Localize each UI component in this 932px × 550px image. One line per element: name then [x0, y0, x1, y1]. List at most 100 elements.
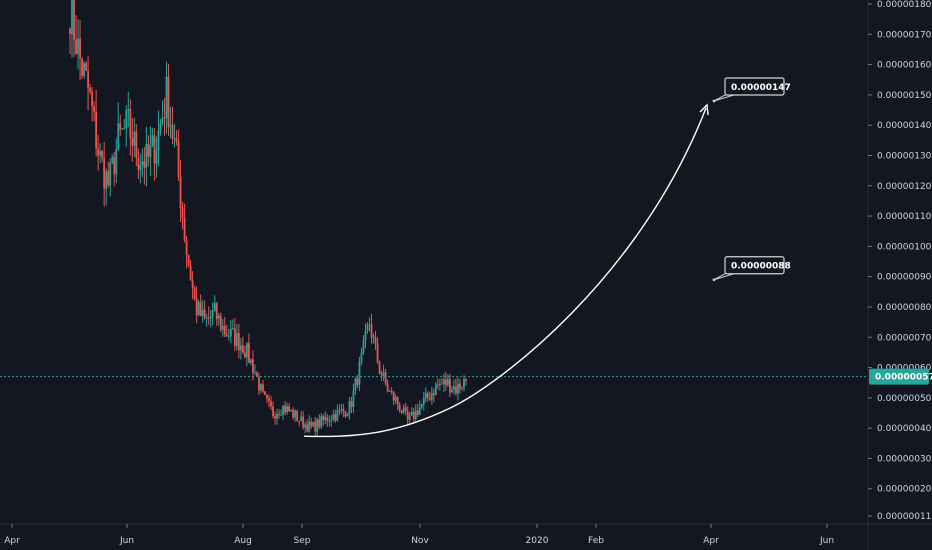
candle-body — [286, 406, 288, 413]
candle-body — [294, 410, 297, 418]
candle-body — [139, 165, 142, 170]
candle-body — [340, 409, 343, 411]
candle-body — [278, 413, 280, 416]
candle-body — [298, 421, 301, 422]
candle-body — [233, 328, 236, 347]
candle-body — [181, 207, 184, 219]
callout-label: 0.00000088 — [731, 262, 791, 272]
candle-body — [434, 384, 437, 396]
candle-body — [408, 415, 411, 420]
candle-body — [91, 91, 94, 107]
callout-box[interactable] — [724, 256, 785, 275]
candle-body — [440, 383, 443, 385]
candle-body — [432, 393, 435, 396]
candle-body — [366, 325, 369, 332]
candle-body — [400, 410, 403, 413]
y-tick-label: 0.00000090 — [877, 273, 932, 283]
callout-box[interactable] — [724, 77, 785, 96]
candle-body — [338, 410, 341, 412]
y-tick-label: 0.00000180 — [877, 0, 932, 10]
x-tick-label: Aug — [234, 536, 252, 546]
candle-body — [348, 401, 351, 415]
candle-body — [308, 421, 311, 432]
candle-body — [229, 328, 232, 337]
candle-body — [465, 378, 467, 381]
candle-body — [129, 108, 132, 138]
candle-body — [227, 336, 230, 338]
candle-body — [344, 411, 347, 417]
candle-body — [165, 76, 168, 119]
x-tick-label: Sep — [294, 536, 311, 546]
candle-body — [457, 383, 459, 394]
y-tick-label: 0.00000060 — [877, 364, 932, 374]
x-tick-label: Nov — [411, 536, 429, 546]
candle-body — [424, 393, 427, 399]
current-price-tag-box — [869, 368, 929, 385]
candle-body — [235, 333, 238, 347]
candle-body — [163, 117, 166, 119]
candle-body — [436, 384, 439, 386]
candle-body — [453, 386, 455, 390]
candle-body — [231, 328, 234, 330]
candle-body — [292, 409, 295, 418]
candle-body — [310, 421, 313, 427]
candle-body — [392, 391, 395, 401]
candle-body — [370, 324, 373, 338]
candle-body — [404, 407, 407, 412]
candle-body — [254, 372, 256, 374]
callout-label: 0.00000147 — [731, 83, 791, 93]
candle-body — [290, 409, 293, 412]
candle-body — [189, 265, 192, 281]
candle-body — [145, 144, 148, 168]
y-tick-label: 0.00000150 — [877, 91, 932, 101]
candle-body — [354, 378, 357, 391]
y-tick-label: 0.00000020 — [877, 485, 932, 495]
candle-body — [221, 325, 224, 330]
price-axis[interactable]: 0.00000180 0.00000170 0.00000160 0.00000150… — [868, 0, 932, 522]
candle-body — [316, 419, 319, 432]
candle-body — [388, 390, 391, 392]
candle-body — [428, 397, 431, 400]
time-axis[interactable]: Apr Jun Aug Sep Nov 2020 Feb Apr Jun — [4, 524, 834, 546]
candle-body — [416, 410, 419, 415]
candle-body — [248, 343, 250, 363]
candle-body — [101, 151, 104, 158]
candle-body — [430, 393, 433, 400]
y-tick-label: 0.00000170 — [877, 30, 932, 40]
candle-body — [386, 382, 389, 392]
candle-body — [121, 128, 124, 130]
candle-body — [107, 171, 110, 186]
candle-body — [455, 386, 457, 394]
candle-body — [135, 131, 138, 159]
y-tick-label: 0.00000030 — [877, 454, 932, 464]
candle-body — [103, 157, 106, 189]
candle-body — [177, 141, 180, 177]
candle-body — [260, 384, 262, 391]
candle-body — [105, 171, 108, 189]
candle-body — [219, 315, 222, 330]
current-price-tag-label: 0.00000057 — [875, 373, 932, 383]
candle-body — [95, 111, 98, 149]
candle-body — [79, 38, 81, 59]
candle-body — [117, 123, 120, 150]
candle-body — [461, 387, 463, 389]
y-tick-label: 0.00000160 — [877, 61, 932, 71]
candle-body — [296, 410, 299, 422]
candle-body — [169, 125, 172, 127]
candle-body — [141, 161, 144, 166]
candle-body — [197, 302, 200, 316]
y-tick-label: 0.00000040 — [877, 424, 932, 434]
candle-body — [378, 362, 381, 374]
candle-body — [93, 106, 96, 112]
candle-body — [250, 359, 252, 363]
candle-body — [167, 76, 170, 127]
candle-body — [426, 393, 429, 398]
candle-body — [463, 378, 465, 388]
candle-body — [394, 397, 397, 401]
candle-body — [324, 417, 327, 420]
candle-body — [451, 389, 453, 393]
candle-body — [217, 315, 220, 319]
candle-body — [73, 0, 75, 40]
